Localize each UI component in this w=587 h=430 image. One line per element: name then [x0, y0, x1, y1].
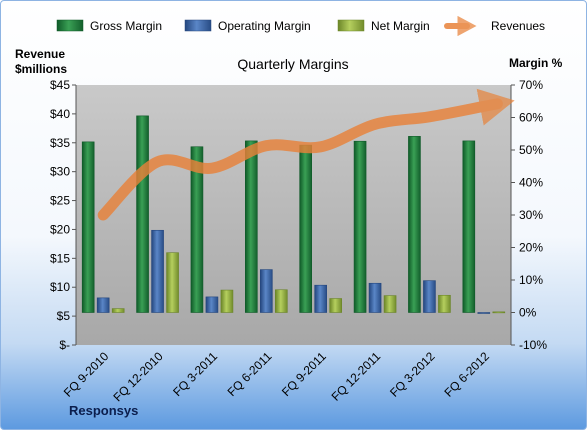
bar-gross-margin	[408, 136, 421, 313]
bar-net-margin	[329, 298, 342, 313]
bar-operating-margin	[151, 229, 164, 313]
legend-swatch-gross-margin	[56, 19, 84, 32]
left-tick-label: $35	[50, 136, 70, 150]
right-tick-label: -10%	[519, 338, 547, 352]
x-tick-label: FQ 12-2011	[329, 349, 384, 404]
bar-operating-margin	[477, 312, 491, 314]
bar-gross-margin	[299, 144, 312, 313]
bar-net-margin	[438, 294, 451, 313]
x-tick-label: FQ 9-2010	[61, 349, 112, 400]
right-axis-title: Margin %	[509, 56, 563, 70]
left-tick-label: $15	[50, 251, 70, 265]
right-tick-label: 30%	[519, 208, 543, 222]
legend-label-net-margin: Net Margin	[371, 19, 430, 33]
bar-net-margin	[492, 311, 506, 314]
left-tick-label: $40	[50, 107, 70, 121]
left-tick-label: $10	[50, 280, 70, 294]
bar-net-margin	[220, 289, 234, 313]
bar-operating-margin	[368, 282, 382, 313]
right-tick-label: 60%	[519, 111, 543, 125]
bar-gross-margin	[245, 140, 258, 313]
bar-gross-margin	[353, 140, 367, 313]
bar-net-margin	[383, 295, 397, 313]
chart-title: Quarterly Margins	[237, 56, 348, 72]
bar-gross-margin	[136, 115, 149, 313]
bar-gross-margin	[462, 140, 476, 313]
x-tick-label: FQ 6-2011	[225, 349, 275, 399]
x-tick-label: FQ 6-2012	[441, 349, 492, 400]
legend: Gross Margin Operating Margin Net Margin…	[56, 15, 545, 37]
right-tick-label: 10%	[519, 273, 543, 287]
bar-operating-margin	[423, 280, 436, 313]
left-axis-title-line1: Revenue	[15, 47, 65, 61]
source-label: Responsys	[69, 403, 138, 418]
bar-operating-margin	[205, 296, 219, 313]
x-tick-label: FQ 3-2012	[387, 349, 438, 400]
right-tick-label: 20%	[519, 241, 543, 255]
bar-net-margin	[111, 308, 125, 313]
x-tick-label: FQ 3-2011	[170, 349, 220, 399]
legend-swatch-operating-margin	[184, 19, 212, 32]
left-axis-title-line2: $millions	[15, 62, 67, 76]
left-axis-ticks: $- $5 $10 $15 $20 $25 $30 $35 $40 $45	[50, 78, 77, 352]
bar-gross-margin	[190, 146, 204, 313]
left-tick-label: $-	[59, 338, 70, 352]
bar-operating-margin	[314, 284, 327, 313]
bar-gross-margin	[81, 141, 95, 313]
left-tick-label: $25	[50, 194, 70, 208]
x-axis-labels: FQ 9-2010 FQ 12-2010 FQ 3-2011 FQ 6-2011 FQ …	[61, 349, 492, 404]
legend-swatch-net-margin	[337, 19, 365, 32]
right-tick-label: 70%	[519, 78, 543, 92]
bar-operating-margin	[260, 269, 273, 313]
right-tick-label: 50%	[519, 143, 543, 157]
legend-label-gross-margin: Gross Margin	[90, 19, 162, 33]
bar-operating-margin	[96, 297, 110, 313]
x-tick-label: FQ 9-2011	[279, 349, 329, 399]
legend-label-operating-margin: Operating Margin	[218, 19, 311, 33]
left-tick-label: $5	[57, 309, 71, 323]
left-tick-label: $20	[50, 222, 70, 236]
revenue-line-group	[97, 88, 515, 221]
legend-label-revenues: Revenues	[491, 19, 545, 33]
right-tick-label: 0%	[519, 306, 537, 320]
left-tick-label: $30	[50, 165, 70, 179]
right-tick-label: 40%	[519, 176, 543, 190]
bar-net-margin	[275, 289, 288, 313]
bar-net-margin	[166, 252, 179, 313]
revenue-line	[97, 88, 515, 221]
right-axis-ticks: -10% 0% 10% 20% 30% 40% 50% 60% 70%	[510, 78, 547, 352]
left-tick-label: $45	[50, 78, 70, 92]
x-tick-label: FQ 12-2010	[110, 349, 165, 404]
